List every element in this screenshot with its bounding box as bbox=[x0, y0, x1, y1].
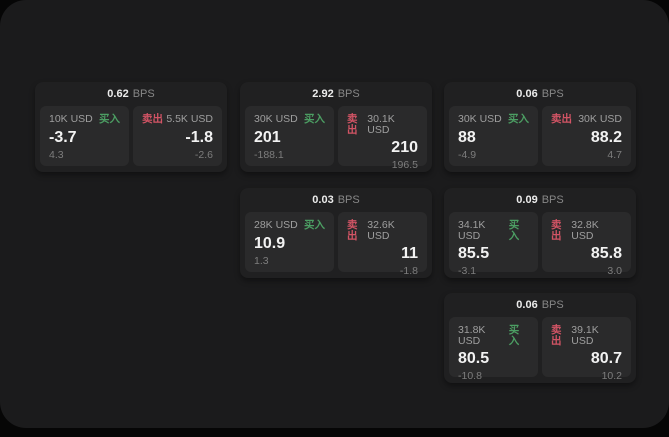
spread-card: 0.06 BPS 30K USD 买入 88 -4.9 卖出 30K USD 8… bbox=[444, 82, 636, 172]
sell-sub-value: 10.2 bbox=[601, 370, 622, 383]
buy-price: 10.9 bbox=[254, 234, 286, 252]
bps-value: 0.09 bbox=[516, 193, 538, 206]
buy-side-label: 买入 bbox=[508, 324, 520, 347]
sell-price: -1.8 bbox=[185, 128, 213, 146]
buy-notional: 34.1K USD bbox=[458, 219, 486, 242]
buy-notional: 30K USD bbox=[458, 113, 502, 125]
sell-side-label: 卖出 bbox=[551, 113, 572, 125]
sell-sub-value: 4.7 bbox=[607, 148, 622, 161]
card-header: 2.92 BPS bbox=[240, 82, 432, 106]
buy-notional: 30K USD bbox=[254, 113, 298, 125]
sell-price-tile[interactable]: 卖出 32.6K USD 11 -1.8 bbox=[338, 212, 427, 277]
sell-price: 85.8 bbox=[590, 245, 622, 262]
buy-price: 201 bbox=[254, 128, 281, 146]
buy-notional: 31.8K USD bbox=[458, 324, 486, 347]
bps-unit-label: BPS bbox=[337, 87, 360, 100]
bps-value: 0.03 bbox=[312, 193, 334, 206]
bps-value: 0.06 bbox=[516, 87, 538, 100]
spread-card: 0.03 BPS 28K USD 买入 10.9 1.3 卖出 32.6K US… bbox=[240, 188, 432, 278]
sell-sub-value: 196.5 bbox=[391, 159, 418, 172]
card-header: 0.62 BPS bbox=[35, 82, 227, 106]
sell-price: 210 bbox=[391, 139, 418, 156]
buy-price-tile[interactable]: 30K USD 买入 88 -4.9 bbox=[449, 106, 538, 166]
sell-price: 11 bbox=[401, 245, 418, 262]
sell-side-label: 卖出 bbox=[551, 324, 562, 347]
bps-value: 0.62 bbox=[107, 87, 129, 100]
sell-side-label: 卖出 bbox=[551, 219, 562, 242]
spread-card: 0.06 BPS 31.8K USD 买入 80.5 -10.8 卖出 39.1… bbox=[444, 293, 636, 383]
bps-unit-label: BPS bbox=[541, 87, 564, 100]
sell-price-tile[interactable]: 卖出 32.8K USD 85.8 3.0 bbox=[542, 212, 631, 277]
buy-notional: 28K USD bbox=[254, 219, 298, 231]
buy-price: 85.5 bbox=[458, 245, 490, 262]
buy-side-label: 买入 bbox=[508, 113, 529, 125]
bps-unit-label: BPS bbox=[541, 193, 564, 206]
buy-sub-value: -10.8 bbox=[458, 370, 482, 383]
bps-unit-label: BPS bbox=[337, 193, 360, 206]
card-header: 0.03 BPS bbox=[240, 188, 432, 212]
buy-price-tile[interactable]: 28K USD 买入 10.9 1.3 bbox=[245, 212, 334, 272]
spread-card: 2.92 BPS 30K USD 买入 201 -188.1 卖出 30.1K … bbox=[240, 82, 432, 172]
spread-card: 0.09 BPS 34.1K USD 买入 85.5 -3.1 卖出 32.8K… bbox=[444, 188, 636, 278]
buy-price: 88 bbox=[458, 128, 476, 146]
sell-side-label: 卖出 bbox=[142, 113, 163, 125]
card-header: 0.06 BPS bbox=[444, 82, 636, 106]
spread-card: 0.62 BPS 10K USD 买入 -3.7 4.3 卖出 5.5K USD… bbox=[35, 82, 227, 172]
sell-sub-value: -2.6 bbox=[194, 148, 213, 161]
sell-notional: 32.8K USD bbox=[571, 219, 599, 242]
buy-sub-value: 4.3 bbox=[49, 148, 64, 161]
sell-side-label: 卖出 bbox=[347, 219, 358, 242]
sell-sub-value: 3.0 bbox=[607, 265, 622, 278]
buy-notional: 10K USD bbox=[49, 113, 93, 125]
card-header: 0.09 BPS bbox=[444, 188, 636, 212]
buy-sub-value: -188.1 bbox=[254, 148, 284, 161]
buy-price-tile[interactable]: 31.8K USD 买入 80.5 -10.8 bbox=[449, 317, 538, 382]
sell-notional: 30K USD bbox=[578, 113, 622, 125]
sell-price: 88.2 bbox=[590, 128, 622, 146]
sell-price-tile[interactable]: 卖出 30K USD 88.2 4.7 bbox=[542, 106, 631, 166]
sell-sub-value: -1.8 bbox=[399, 265, 418, 278]
sell-side-label: 卖出 bbox=[347, 113, 358, 136]
buy-side-label: 买入 bbox=[99, 113, 120, 125]
sell-price-tile[interactable]: 卖出 5.5K USD -1.8 -2.6 bbox=[133, 106, 222, 166]
sell-notional: 5.5K USD bbox=[166, 113, 213, 125]
sell-notional: 32.6K USD bbox=[367, 219, 395, 242]
buy-sub-value: 1.3 bbox=[254, 254, 269, 267]
bps-unit-label: BPS bbox=[541, 298, 564, 311]
buy-price-tile[interactable]: 30K USD 买入 201 -188.1 bbox=[245, 106, 334, 166]
buy-price-tile[interactable]: 34.1K USD 买入 85.5 -3.1 bbox=[449, 212, 538, 277]
buy-price: 80.5 bbox=[458, 350, 490, 367]
card-header: 0.06 BPS bbox=[444, 293, 636, 317]
sell-price: 80.7 bbox=[590, 350, 622, 367]
sell-price-tile[interactable]: 卖出 39.1K USD 80.7 10.2 bbox=[542, 317, 631, 382]
buy-sub-value: -3.1 bbox=[458, 265, 477, 278]
bps-value: 0.06 bbox=[516, 298, 538, 311]
buy-price-tile[interactable]: 10K USD 买入 -3.7 4.3 bbox=[40, 106, 129, 166]
app-window: 0.62 BPS 10K USD 买入 -3.7 4.3 卖出 5.5K USD… bbox=[0, 0, 669, 428]
buy-side-label: 买入 bbox=[304, 113, 325, 125]
buy-side-label: 买入 bbox=[304, 219, 325, 231]
bps-unit-label: BPS bbox=[132, 87, 155, 100]
buy-side-label: 买入 bbox=[508, 219, 520, 242]
buy-sub-value: -4.9 bbox=[458, 148, 477, 161]
sell-price-tile[interactable]: 卖出 30.1K USD 210 196.5 bbox=[338, 106, 427, 171]
bps-value: 2.92 bbox=[312, 87, 334, 100]
sell-notional: 30.1K USD bbox=[367, 113, 395, 136]
buy-price: -3.7 bbox=[49, 128, 77, 146]
sell-notional: 39.1K USD bbox=[571, 324, 599, 347]
